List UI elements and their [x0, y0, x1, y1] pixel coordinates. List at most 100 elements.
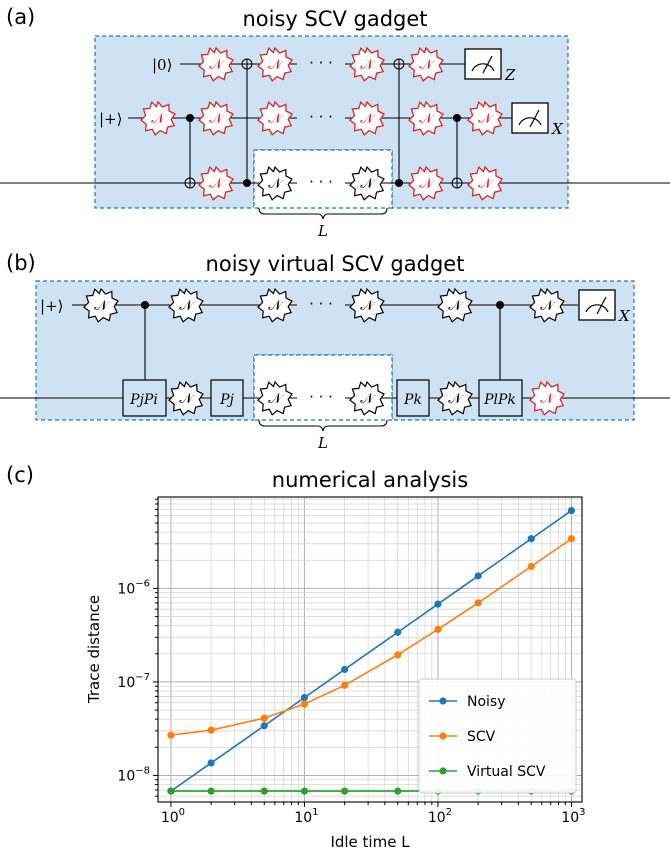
panel-b-title: noisy virtual SCV gadget — [206, 252, 465, 276]
pauli-pj-label: Pj — [219, 392, 234, 408]
ket-plus-label: |+⟩ — [40, 297, 63, 315]
chart-ticks: 100 101 102 103 10−8 10−7 10−6 — [117, 498, 586, 826]
svg-text:𝒩: 𝒩 — [360, 391, 376, 407]
noise-red-icon: 𝒩 — [198, 47, 234, 82]
data-point — [300, 787, 309, 795]
svg-text:𝒩: 𝒩 — [478, 111, 494, 127]
svg-text:𝒩: 𝒩 — [268, 298, 284, 314]
pauli-pj-pi-label: PjPi — [129, 392, 158, 408]
controlled-pauli-control — [496, 301, 504, 309]
svg-text:𝒩: 𝒩 — [268, 57, 284, 73]
data-point — [207, 787, 215, 795]
noise-black-icon: 𝒩 — [83, 288, 119, 323]
legend-box — [418, 678, 577, 794]
panel-a-label: (a) — [6, 5, 35, 29]
meter-x-icon — [511, 102, 549, 134]
noise-red-icon: 𝒩 — [198, 101, 234, 136]
noise-black-icon: 𝒩 — [437, 381, 473, 416]
meter-z-icon — [464, 48, 502, 80]
panel-b-label: (b) — [6, 251, 36, 275]
idle-brace — [258, 419, 388, 432]
noise-red-icon: 𝒩 — [408, 101, 444, 136]
pauli-pk-gate — [396, 379, 430, 417]
noise-black-icon: 𝒩 — [257, 166, 293, 201]
legend-label: Noisy — [467, 694, 506, 710]
data-point — [394, 628, 402, 636]
data-point — [341, 681, 349, 689]
svg-text:𝒩: 𝒩 — [268, 176, 284, 192]
svg-text:𝒩: 𝒩 — [419, 57, 435, 73]
legend-marker — [439, 697, 447, 705]
x-tick-label: 101 — [294, 807, 318, 826]
svg-text:𝒩: 𝒩 — [419, 111, 435, 127]
noise-red-icon: 𝒩 — [140, 101, 176, 136]
pauli-pj-gate — [210, 379, 244, 417]
meter-x-basis: X — [551, 120, 564, 138]
noise-black-icon: 𝒩 — [168, 288, 204, 323]
svg-text:𝒩: 𝒩 — [209, 176, 225, 192]
svg-text:𝒩: 𝒩 — [179, 391, 195, 407]
chart-title: numerical analysis — [272, 468, 468, 492]
noise-black-icon: 𝒩 — [168, 381, 204, 416]
svg-text:𝒩: 𝒩 — [94, 298, 110, 314]
ellipsis: · · · — [309, 295, 333, 313]
data-point — [260, 787, 268, 795]
data-point — [527, 535, 535, 543]
panel-c-label: (c) — [6, 463, 34, 487]
noise-black-icon: 𝒩 — [437, 288, 473, 323]
noise-red-icon: 𝒩 — [349, 101, 385, 136]
noise-black-icon: 𝒩 — [349, 166, 385, 201]
svg-text:𝒩: 𝒩 — [478, 176, 494, 192]
cnot-control — [186, 114, 194, 122]
legend-marker — [439, 732, 447, 740]
data-point — [167, 731, 175, 739]
svg-text:𝒩: 𝒩 — [360, 176, 376, 192]
ket-zero-label: |0⟩ — [152, 56, 172, 74]
legend-label: SCV — [467, 729, 496, 745]
idle-brace — [258, 207, 388, 220]
data-point — [394, 787, 402, 795]
pauli-pk-label: Pk — [403, 392, 422, 408]
cnot-control — [395, 179, 403, 187]
data-point — [567, 506, 576, 515]
noise-red-icon: 𝒩 — [408, 47, 444, 82]
noise-red-icon: 𝒩 — [257, 47, 293, 82]
noise-black-icon: 𝒩 — [349, 381, 385, 416]
ellipsis: · · · — [309, 108, 333, 126]
svg-text:𝒩: 𝒩 — [360, 111, 376, 127]
data-point — [167, 787, 175, 795]
cnot-control — [453, 114, 461, 122]
svg-text:𝒩: 𝒩 — [151, 111, 167, 127]
pauli-pl-pk-gate — [478, 379, 523, 417]
svg-text:𝒩: 𝒩 — [540, 298, 556, 314]
svg-text:𝒩: 𝒩 — [179, 298, 195, 314]
pauli-pj-pi-gate — [122, 379, 167, 417]
idle-label-a: L — [317, 222, 328, 240]
svg-text:𝒩: 𝒩 — [268, 111, 284, 127]
y-tick-label: 10−7 — [117, 672, 150, 691]
y-tick-label: 10−8 — [117, 765, 150, 784]
data-point — [341, 665, 349, 674]
plot-area — [157, 496, 583, 803]
x-axis-label: Idle time L — [330, 833, 410, 851]
x-tick-label: 103 — [561, 807, 585, 826]
pauli-pl-pk-label: PlPk — [483, 392, 516, 408]
data-point — [394, 651, 402, 659]
legend-marker — [439, 767, 447, 775]
svg-text:𝒩: 𝒩 — [360, 57, 376, 73]
ellipsis: · · · — [309, 388, 333, 406]
svg-text:𝒩: 𝒩 — [419, 176, 435, 192]
svg-text:𝒩: 𝒩 — [540, 391, 556, 407]
legend-label: Virtual SCV — [467, 764, 546, 780]
ket-plus-label: |+⟩ — [99, 110, 122, 128]
data-point — [434, 600, 442, 608]
data-point — [434, 625, 442, 633]
meter-x-basis: X — [618, 307, 631, 325]
noise-red-icon: 𝒩 — [198, 166, 234, 201]
data-point — [260, 722, 268, 730]
data-point — [527, 562, 535, 571]
noise-black-icon: 𝒩 — [257, 288, 293, 323]
svg-text:𝒩: 𝒩 — [209, 57, 225, 73]
noise-red-icon: 𝒩 — [408, 166, 444, 201]
